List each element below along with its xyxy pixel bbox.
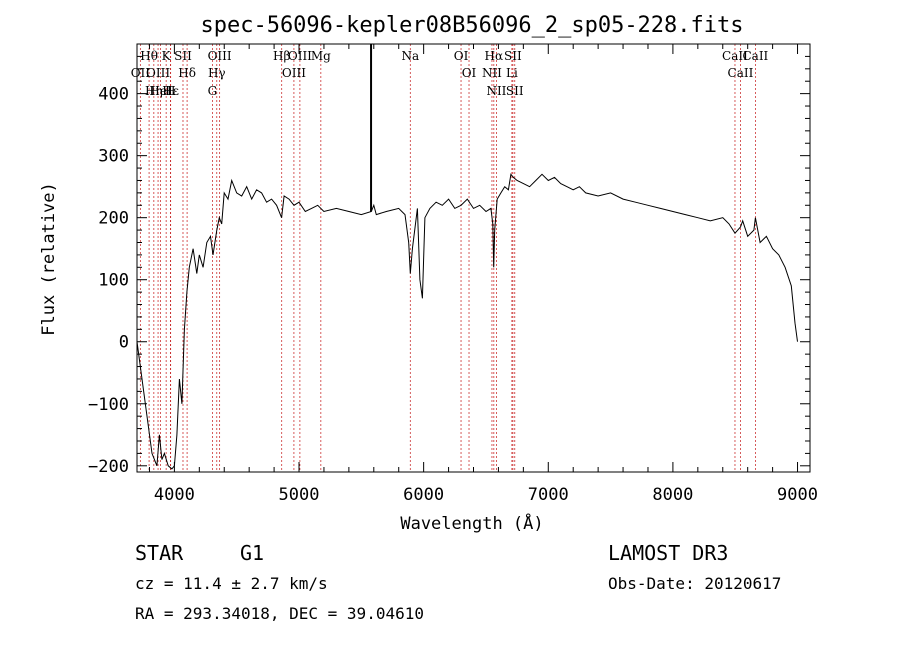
emission-line-label: Hγ [208, 66, 226, 80]
emission-line-label: OIII [146, 66, 170, 80]
emission-line-label: Hβ [273, 49, 290, 63]
object-class: STAR [135, 541, 184, 565]
emission-line-label: Mg [311, 49, 331, 63]
spectrum-line [136, 173, 798, 470]
y-tick-label: −200 [88, 457, 129, 477]
emission-line-label: HeI [149, 84, 172, 98]
emission-line-label: CaII [742, 49, 768, 63]
y-tick-label: 200 [98, 209, 129, 229]
x-tick-label: 5000 [279, 485, 320, 505]
emission-line-label: Hα [485, 49, 504, 63]
emission-line-label: Na [401, 49, 419, 63]
redshift-text: cz = 11.4 ± 2.7 km/s [135, 574, 328, 593]
x-axis-label: Wavelength (Å) [400, 512, 543, 534]
object-subclass: G1 [240, 541, 264, 565]
emission-line-label: SII [174, 49, 192, 63]
x-tick-label: 6000 [403, 485, 444, 505]
emission-line-label: OI [462, 66, 477, 80]
plot-frame [136, 43, 811, 473]
emission-line-label: NII [486, 84, 506, 98]
emission-line-label: CaII [722, 49, 748, 63]
radec-text: RA = 293.34018, DEC = 39.04610 [135, 604, 424, 623]
emission-line-label: SII [504, 49, 522, 63]
x-axis-ticks: 4000 5000 6000 7000 8000 9000 [148, 44, 818, 505]
emission-line-label: K [162, 49, 172, 63]
emission-line-label: OII [131, 66, 151, 80]
emission-line-label: Li [506, 66, 518, 80]
y-axis-ticks: −200 −100 0 100 200 300 400 [88, 55, 810, 477]
emission-line-markers [139, 44, 756, 472]
y-tick-label: −100 [88, 395, 129, 415]
emission-line-label: H [165, 84, 175, 98]
emission-line-label: CaII [728, 66, 754, 80]
emission-line-label: OI [454, 49, 469, 63]
emission-line-label: OIII [282, 66, 306, 80]
emission-line-label: OIII [208, 49, 232, 63]
emission-line-label: G [208, 84, 218, 98]
obs-date: Obs-Date: 20120617 [608, 574, 781, 593]
emission-line-label: Hη [145, 84, 163, 98]
y-tick-label: 400 [98, 85, 129, 105]
y-tick-label: 100 [98, 271, 129, 291]
y-axis-label: Flux (relative) [39, 182, 59, 336]
emission-line-label: Hθ [140, 49, 158, 63]
y-tick-label: 300 [98, 147, 129, 167]
emission-line-label: Hε [162, 84, 179, 98]
y-tick-label: 0 [119, 333, 129, 353]
chart-title: spec-56096-kepler08B56096_2_sp05-228.fit… [200, 13, 743, 38]
emission-line-label: OIII [288, 49, 312, 63]
emission-line-label: NII [482, 66, 502, 80]
x-tick-label: 8000 [652, 485, 693, 505]
x-tick-label: 7000 [528, 485, 569, 505]
emission-line-label: SII [506, 84, 524, 98]
emission-line-label: Hδ [178, 66, 196, 80]
survey-name: LAMOST DR3 [608, 541, 728, 565]
x-tick-label: 4000 [154, 485, 195, 505]
x-tick-label: 9000 [777, 485, 818, 505]
